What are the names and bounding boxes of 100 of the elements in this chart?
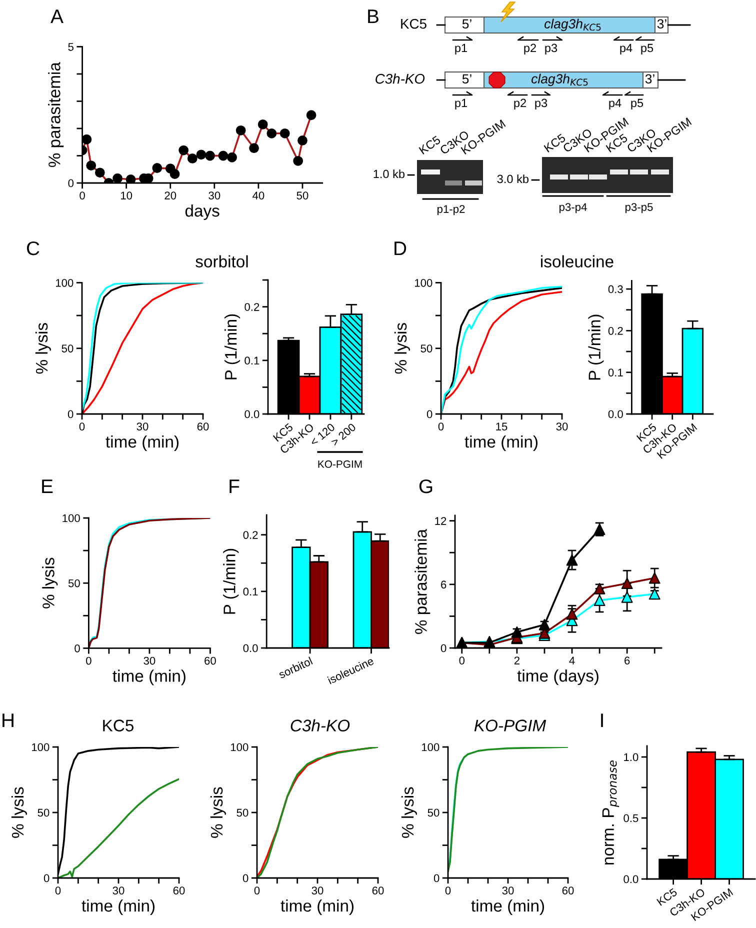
text: KC5 [401, 18, 426, 29]
y-tick-label: 0.1 [608, 368, 623, 376]
line-series [58, 747, 179, 875]
y-tick-label: 0.0 [624, 875, 638, 884]
text: p3-p4 [560, 203, 587, 214]
y-axis-title: % parasitemia [48, 62, 64, 168]
x-tick-label: 0 [86, 656, 92, 665]
text: p1-p2 [438, 205, 465, 216]
x-axis-title: time (min) [280, 899, 354, 915]
text: clag3h$_{KC5}$ [544, 18, 601, 32]
y-tick-label: 0 [44, 874, 50, 882]
y-axis-title: P (1/min) [224, 314, 240, 380]
y-tick-label: 0 [68, 179, 74, 188]
y-axis-title: % parasitemia [414, 528, 430, 634]
y-axis-title: % lysis [401, 787, 417, 838]
text: H [2, 714, 14, 728]
text: KC5 [418, 135, 442, 155]
text: 3.0 kb [497, 174, 529, 184]
y-tick-label: 6 [441, 580, 446, 589]
point [648, 572, 660, 584]
x-axis-title: time (min) [471, 899, 544, 915]
chart-title: KC5 [103, 720, 134, 732]
y-tick-label: 1.0 [624, 753, 638, 762]
y-axis-title: % lysis [42, 558, 58, 608]
x-tick-label: 60 [197, 422, 209, 430]
x-tick-label: 30 [208, 192, 220, 200]
y-axis-title: % lysis [394, 323, 410, 374]
text: 3’ [645, 74, 654, 84]
x-tick-label: 15 [496, 422, 508, 430]
text: 1.0 kb [374, 170, 405, 178]
chart-title: KO-PGIM [474, 720, 546, 732]
text: p2 [524, 44, 536, 55]
text: G [419, 479, 432, 494]
text: clag3h$_{KC5}$ [532, 74, 588, 86]
text: 5’ [462, 19, 472, 29]
text: p4 [609, 98, 622, 110]
y-tick-label: 0.1 [243, 588, 258, 596]
y-tick-label: 0.2 [243, 531, 258, 539]
y-tick-label: 5 [68, 43, 74, 51]
x-tick-label: 60 [372, 886, 384, 894]
point [594, 582, 606, 594]
text: p5 [631, 98, 644, 110]
y-tick-label: 0.3 [608, 285, 623, 294]
text: p4 [620, 44, 632, 55]
text: D [394, 242, 406, 256]
y-tick-label: 0.0 [243, 644, 258, 652]
x-tick-label: 10 [121, 192, 132, 200]
text: C3h-KO [376, 74, 425, 84]
chart-title: C3h-KO [290, 719, 350, 732]
y-tick-label: 50 [68, 579, 80, 588]
y-tick-label: 0 [74, 644, 80, 652]
x-tick-label: 30 [112, 886, 124, 894]
y-tick-label: 12 [435, 517, 446, 525]
text: p1 [455, 44, 467, 55]
text: p1 [455, 98, 467, 110]
text: 3’ [657, 19, 666, 29]
chart-title: isoleucine [541, 255, 614, 268]
y-tick-label: 0 [434, 874, 440, 882]
y-tick-label: 50 [420, 344, 432, 352]
x-tick-label: 0 [80, 192, 85, 200]
y-tick-label: 50 [428, 808, 440, 817]
x-tick-label: 2 [514, 656, 520, 664]
y-tick-label: 0.2 [608, 326, 623, 335]
x-tick-label: 30 [144, 656, 156, 665]
y-axis-title: norm. P$_{pronase}$ [602, 760, 620, 864]
point [566, 554, 578, 566]
point [621, 578, 633, 590]
point [648, 588, 660, 600]
y-tick-label: 0 [242, 874, 248, 882]
y-tick-label: 0 [426, 410, 432, 418]
point [594, 594, 606, 606]
y-tick-label: 100 [414, 278, 432, 287]
line-series [448, 747, 568, 872]
x-tick-label: 40 [252, 192, 264, 200]
x-tick-label: 60 [173, 886, 185, 894]
x-tick-label: 30 [556, 422, 568, 430]
x-tick-label: 50 [296, 192, 308, 200]
point [566, 608, 578, 620]
x-tick-label: 60 [204, 656, 216, 665]
x-axis-title: time (min) [112, 670, 186, 686]
x-tick-label: 0 [79, 422, 85, 430]
text: E [42, 480, 53, 494]
x-tick-label: 30 [136, 422, 148, 430]
text: KC5 [544, 133, 566, 153]
x-tick-label: 4 [569, 656, 575, 664]
y-tick-label: 100 [32, 743, 50, 752]
text: p5 [641, 44, 654, 55]
x-tick-label: 20 [164, 192, 176, 200]
y-axis-title: % lysis [11, 787, 27, 838]
text: p3 [535, 98, 548, 110]
x-tick-label: 30 [502, 886, 514, 894]
text: p2 [514, 98, 526, 110]
text: KO-PGIM [318, 460, 362, 468]
x-axis-title: time (min) [82, 899, 155, 915]
y-tick-label: 0.1 [244, 356, 260, 365]
y-axis-title: P (1/min) [223, 548, 239, 614]
y-tick-label: 100 [422, 743, 440, 752]
x-tick-label: 0 [459, 656, 465, 664]
y-tick-label: 0.0 [608, 410, 623, 418]
point [621, 591, 633, 603]
